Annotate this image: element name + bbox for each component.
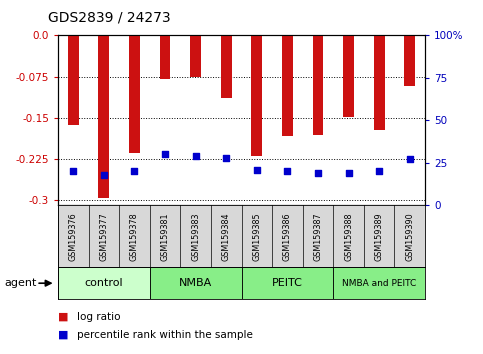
Text: NMBA: NMBA (179, 278, 212, 288)
Text: GSM159376: GSM159376 (69, 212, 78, 261)
Bar (343, 35, 354, 116)
Bar (99, 35, 109, 198)
Point (345, 170, 353, 176)
Bar (282, 35, 293, 136)
Text: GSM159378: GSM159378 (130, 212, 139, 261)
Bar (190, 35, 201, 77)
Point (253, 167, 261, 172)
Point (222, 155, 230, 161)
Bar (150, 267, 242, 299)
Text: GSM159385: GSM159385 (252, 212, 261, 261)
Text: GSM159383: GSM159383 (191, 212, 200, 261)
Point (130, 169, 138, 174)
Bar (333, 267, 425, 299)
Text: GSM159389: GSM159389 (375, 212, 384, 261)
Bar (313, 35, 323, 135)
Point (100, 172, 108, 178)
Bar (68, 35, 79, 125)
Point (70, 169, 77, 174)
Text: control: control (85, 278, 123, 288)
Text: NMBA and PEITC: NMBA and PEITC (342, 279, 416, 288)
Text: GSM159387: GSM159387 (313, 212, 323, 261)
Text: agent: agent (5, 278, 37, 288)
Bar (374, 35, 384, 130)
Text: PEITC: PEITC (272, 278, 303, 288)
Bar (252, 35, 262, 156)
Text: GSM159377: GSM159377 (99, 212, 108, 261)
Text: ■: ■ (58, 330, 69, 339)
Text: GSM159388: GSM159388 (344, 212, 353, 261)
Text: GSM159381: GSM159381 (160, 212, 170, 261)
Bar (58, 267, 150, 299)
Bar (404, 35, 415, 86)
Point (192, 153, 199, 159)
Text: ■: ■ (58, 312, 69, 322)
Point (406, 156, 413, 162)
Point (375, 169, 383, 174)
Point (284, 169, 291, 174)
Point (161, 152, 169, 157)
Bar (160, 35, 170, 79)
Text: GSM159384: GSM159384 (222, 212, 231, 261)
Bar (221, 35, 231, 98)
Text: GDS2839 / 24273: GDS2839 / 24273 (48, 11, 171, 25)
Text: percentile rank within the sample: percentile rank within the sample (77, 330, 253, 339)
Bar (242, 267, 333, 299)
Text: log ratio: log ratio (77, 312, 121, 322)
Text: GSM159390: GSM159390 (405, 212, 414, 261)
Point (314, 170, 322, 176)
Text: GSM159386: GSM159386 (283, 212, 292, 261)
Bar (129, 35, 140, 153)
